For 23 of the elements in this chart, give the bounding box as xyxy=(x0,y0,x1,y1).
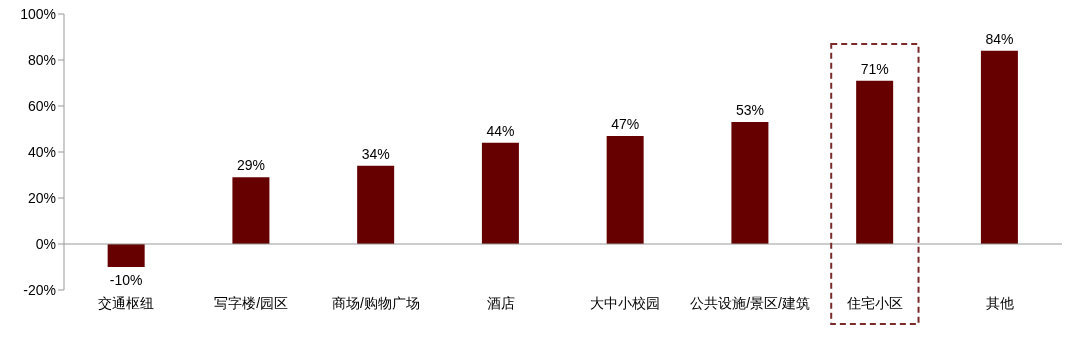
x-tick-label: 商场/购物广场 xyxy=(331,294,420,311)
data-label: 47% xyxy=(611,115,640,132)
data-label: 34% xyxy=(361,145,390,162)
x-tick-label: 公共设施/景区/建筑 xyxy=(690,294,811,311)
data-label: -10% xyxy=(109,272,143,288)
data-label: 71% xyxy=(860,60,889,77)
data-label: 84% xyxy=(985,30,1014,47)
x-tick-label: 写字楼/园区 xyxy=(214,294,289,311)
data-label: 29% xyxy=(236,157,265,174)
x-tick-label: 酒店 xyxy=(486,294,515,311)
x-tick-label: 其他 xyxy=(985,294,1014,311)
x-tick-label: 住宅小区 xyxy=(845,294,903,311)
y-tick-label: 20% xyxy=(27,189,56,206)
y-tick-label: 80% xyxy=(27,51,56,68)
y-tick-label: 60% xyxy=(27,97,56,114)
x-tick-label: 大中小校园 xyxy=(590,294,661,311)
y-tick-label: 0% xyxy=(35,235,56,252)
y-tick-label: -20% xyxy=(23,281,56,298)
y-tick-label: 40% xyxy=(27,143,56,160)
data-label: 53% xyxy=(735,102,764,119)
data-label: 44% xyxy=(486,122,515,139)
y-tick-label: 100% xyxy=(20,5,56,22)
x-tick-label: 交通枢纽 xyxy=(98,294,155,311)
